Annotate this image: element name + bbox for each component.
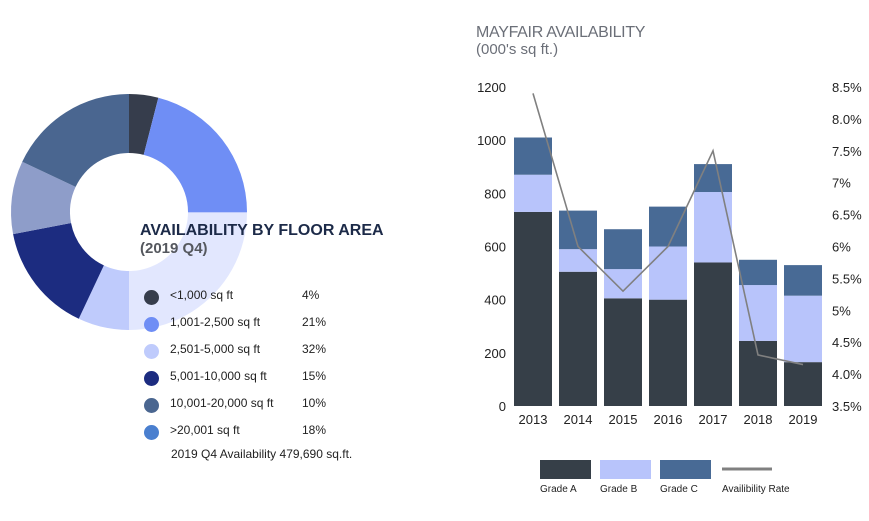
donut-chart	[10, 94, 300, 340]
bar-segment	[784, 362, 822, 406]
legend-dot	[144, 371, 159, 386]
legend-label: 2,501-5,000 sq ft	[170, 342, 261, 356]
x-tick-label: 2019	[789, 412, 818, 427]
bar-segment	[784, 295, 822, 363]
bar-segment	[514, 211, 552, 406]
bar-segment	[604, 229, 642, 270]
legend-swatch	[600, 460, 651, 479]
chart-subtitle: (000's sq ft.)	[476, 41, 559, 58]
bar-segment	[649, 206, 687, 247]
bar-segment	[739, 340, 777, 406]
y-tick-label: 200	[484, 346, 506, 361]
bar-segment	[559, 271, 597, 406]
x-tick-label: 2014	[564, 412, 593, 427]
x-tick-label: 2016	[654, 412, 683, 427]
chart-title: MAYFAIR AVAILABILITY	[476, 24, 646, 41]
bar-segment	[694, 262, 732, 406]
legend-dot	[144, 290, 159, 305]
legend-label: <1,000 sq ft	[170, 288, 234, 302]
donut-slice	[10, 161, 76, 235]
legend-label: 1,001-2,500 sq ft	[170, 315, 261, 329]
donut-slice	[129, 94, 159, 155]
y2-tick-label: 7.5%	[832, 144, 862, 159]
legend-dot	[144, 344, 159, 359]
x-tick-label: 2018	[744, 412, 773, 427]
legend-label: 10,001-20,000 sq ft	[170, 396, 274, 410]
y2-tick-label: 7%	[832, 176, 851, 191]
y-tick-label: 800	[484, 186, 506, 201]
legend-label: Grade B	[600, 484, 638, 495]
legend-percent: 4%	[302, 288, 320, 302]
legend-percent: 15%	[302, 369, 327, 383]
legend-label: 5,001-10,000 sq ft	[170, 369, 267, 383]
legend-label: Grade A	[540, 484, 577, 495]
y-tick-label: 400	[484, 293, 506, 308]
y-tick-label: 1200	[477, 80, 506, 95]
y2-tick-label: 6.5%	[832, 208, 862, 223]
donut-slice	[22, 94, 129, 187]
x-tick-label: 2017	[699, 412, 728, 427]
bar-segment	[649, 246, 687, 300]
y2-tick-label: 6%	[832, 240, 851, 255]
legend-dot	[144, 425, 159, 440]
bar-segment	[514, 174, 552, 212]
y2-tick-label: 4.0%	[832, 367, 862, 382]
legend-percent: 18%	[302, 423, 327, 437]
bar-segment	[649, 299, 687, 406]
legend-percent: 32%	[302, 342, 327, 356]
legend-swatch	[660, 460, 711, 479]
bar-segment	[559, 210, 597, 250]
availability-note: 2019 Q4 Availability 479,690 sq.ft.	[171, 447, 353, 461]
bar-segment	[784, 265, 822, 296]
y2-tick-label: 3.5%	[832, 399, 862, 414]
legend-dot	[144, 398, 159, 413]
bar-segment	[604, 298, 642, 406]
y-tick-label: 1000	[477, 133, 506, 148]
y-tick-label: 0	[499, 399, 506, 414]
legend-swatch	[540, 460, 591, 479]
donut-overlay	[129, 213, 300, 340]
bar-segment	[604, 269, 642, 299]
y2-tick-label: 5.5%	[832, 271, 862, 286]
availability-rate-line	[532, 93, 804, 366]
x-tick-label: 2013	[519, 412, 548, 427]
legend-dot	[144, 317, 159, 332]
donut-subtitle: (2019 Q4)	[140, 240, 208, 257]
donut-title: AVAILABILITY BY FLOOR AREA	[140, 222, 384, 239]
legend-percent: 10%	[302, 396, 327, 410]
y2-tick-label: 5%	[832, 303, 851, 318]
x-tick-label: 2015	[609, 412, 638, 427]
y2-tick-label: 8.5%	[832, 80, 862, 95]
y2-tick-label: 8.0%	[832, 112, 862, 127]
bar-segment	[694, 192, 732, 263]
y-tick-label: 600	[484, 240, 506, 255]
bar-segment	[739, 259, 777, 286]
bar-segment	[514, 137, 552, 175]
legend-percent: 21%	[302, 315, 327, 329]
y2-tick-label: 4.5%	[832, 335, 862, 350]
legend-label: Grade C	[660, 484, 698, 495]
donut-slice	[13, 223, 104, 319]
donut-slice	[143, 97, 247, 212]
legend-label: >20,001 sq ft	[170, 423, 240, 437]
legend-label: Availibility Rate	[722, 484, 790, 495]
